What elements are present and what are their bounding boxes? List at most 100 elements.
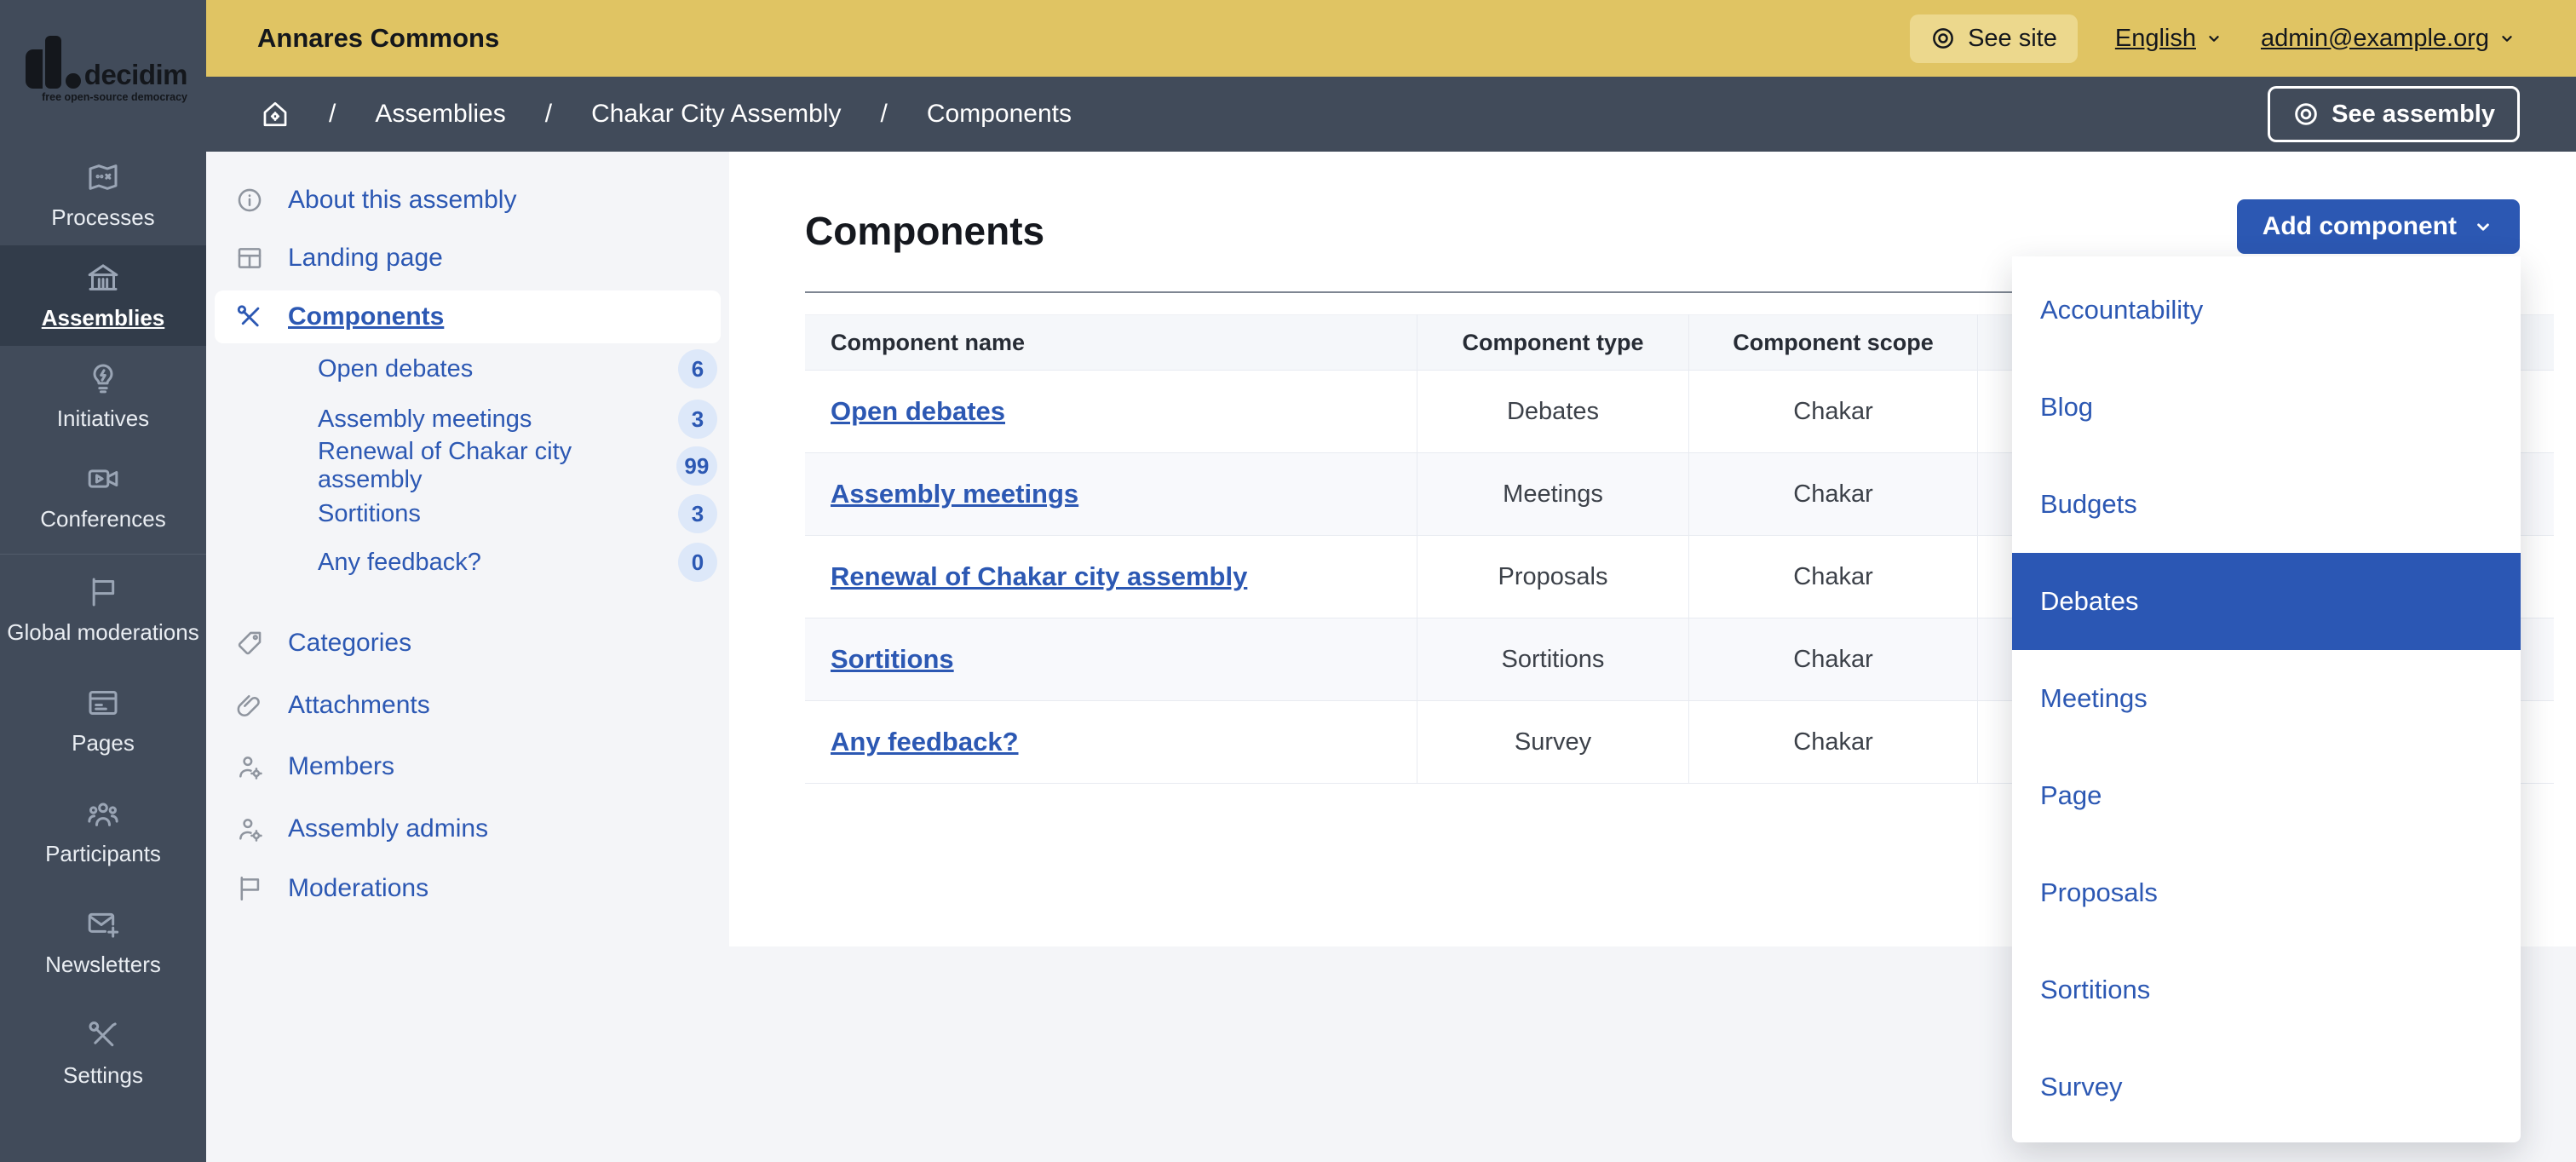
subnav-component-sortitions[interactable]: Sortitions 3: [318, 490, 717, 538]
sidebar-item-global-moderations[interactable]: Global moderations: [0, 555, 206, 665]
component-link-renewal[interactable]: Renewal of Chakar city assembly: [831, 561, 1248, 591]
sidebar-item-newsletters[interactable]: Newsletters: [0, 887, 206, 998]
component-type: Meetings: [1417, 452, 1689, 536]
tag-icon: [238, 631, 262, 655]
user-gear-icon: [239, 819, 262, 842]
topbar-actions: See site English admin@example.org: [1910, 14, 2516, 63]
user-email: admin@example.org: [2260, 24, 2489, 52]
component-type: Proposals: [1417, 535, 1689, 618]
component-link-label: Assembly meetings: [318, 405, 532, 433]
dropdown-item-survey[interactable]: Survey: [2040, 1072, 2123, 1102]
subnav-label: About this assembly: [288, 186, 517, 214]
main-content: Components Add component Component name …: [729, 152, 2576, 1142]
see-site-button[interactable]: See site: [1910, 14, 2078, 63]
dropdown-item-accountability[interactable]: Accountability: [2040, 295, 2204, 325]
subnav-landing-page[interactable]: Landing page: [206, 233, 729, 284]
sidebar-item-label: Initiatives: [56, 405, 150, 431]
language-label: English: [2114, 24, 2196, 52]
window-icon: [89, 690, 118, 715]
sidebar-item-participants[interactable]: Participants: [0, 776, 206, 887]
page-title: Components: [805, 209, 1045, 253]
column-component-name: Component name: [805, 314, 1417, 371]
subnav-attachments[interactable]: Attachments: [206, 680, 729, 731]
subnav-categories[interactable]: Categories: [206, 618, 729, 669]
dropdown-item-sortitions[interactable]: Sortitions: [2040, 975, 2151, 1004]
component-scope: Chakar: [1688, 535, 1978, 618]
lightbulb-icon: [93, 364, 113, 393]
component-link-sortitions[interactable]: Sortitions: [831, 644, 954, 674]
subnav-components-active[interactable]: Components: [215, 290, 721, 343]
dropdown-item-blog[interactable]: Blog: [2040, 392, 2094, 422]
add-component-dropdown: Accountability Blog Budgets Debates Meet…: [2012, 256, 2521, 1142]
subnav-members[interactable]: Members: [206, 741, 729, 792]
main-sidebar: decidim free open-source democracy Proce…: [0, 0, 206, 1162]
eye-icon: [1933, 28, 1953, 49]
paperclip-icon: [237, 694, 260, 716]
see-assembly-button[interactable]: See assembly: [2268, 86, 2520, 142]
sidebar-item-settings[interactable]: Settings: [0, 998, 206, 1108]
team-icon: [88, 802, 118, 826]
sidebar-item-label: Assemblies: [41, 304, 165, 331]
subnav-component-any-feedback[interactable]: Any feedback? 0: [318, 538, 717, 586]
sidebar-item-assemblies[interactable]: Assemblies: [0, 245, 206, 346]
breadcrumb-components[interactable]: Components: [926, 100, 1072, 128]
layout-grid-icon: [238, 248, 262, 268]
dropdown-item-page[interactable]: Page: [2040, 780, 2102, 810]
language-selector[interactable]: English: [2115, 25, 2223, 53]
sidebar-item-conferences[interactable]: Conferences: [0, 446, 206, 547]
subnav-moderations[interactable]: Moderations: [206, 863, 729, 914]
component-link-any-feedback[interactable]: Any feedback?: [831, 727, 1019, 756]
subnav-component-renewal[interactable]: Renewal of Chakar city assembly 99: [318, 438, 717, 493]
dropdown-item-budgets[interactable]: Budgets: [2040, 489, 2137, 519]
sidebar-item-label: Settings: [63, 1061, 143, 1088]
sidebar-item-initiatives[interactable]: Initiatives: [0, 346, 206, 446]
dropdown-item-debates[interactable]: Debates: [2012, 553, 2521, 650]
heading-divider: [805, 291, 2520, 293]
component-link-open-debates[interactable]: Open debates: [831, 396, 1005, 426]
subnav-label: Members: [288, 752, 395, 780]
component-link-assembly-meetings[interactable]: Assembly meetings: [831, 479, 1079, 509]
breadcrumb-chakar-city-assembly[interactable]: Chakar City Assembly: [591, 100, 842, 128]
subnav-label: Assembly admins: [288, 814, 489, 843]
breadcrumb-separator: /: [329, 100, 336, 128]
sidebar-item-processes[interactable]: Processes: [0, 145, 206, 245]
count-badge: 6: [678, 349, 717, 388]
component-link-label: Sortitions: [318, 499, 421, 527]
decidim-logo[interactable]: decidim free open-source democracy: [26, 36, 187, 103]
home-icon[interactable]: [261, 100, 290, 129]
brand-tagline: free open-source democracy: [42, 91, 187, 103]
subnav-label: Components: [288, 302, 445, 331]
workspace: About this assembly Landing page Compone…: [206, 152, 2576, 1162]
component-type: Survey: [1417, 700, 1689, 784]
sidebar-item-label: Participants: [45, 840, 161, 866]
component-link-label: Any feedback?: [318, 548, 481, 576]
topbar: Annares Commons See site English admin@e…: [206, 0, 2576, 77]
video-camera-icon: [88, 469, 118, 488]
count-badge: 0: [678, 543, 717, 582]
count-badge: 3: [678, 400, 717, 439]
subnav-label: Landing page: [288, 244, 443, 272]
breadcrumb-separator: /: [880, 100, 888, 128]
subnav-component-open-debates[interactable]: Open debates 6: [318, 345, 717, 393]
subnav-label: Categories: [288, 629, 412, 657]
dropdown-item-meetings[interactable]: Meetings: [2040, 683, 2148, 713]
decidim-logo-mark: decidim: [26, 36, 187, 89]
component-scope: Chakar: [1688, 700, 1978, 784]
breadcrumb-assemblies[interactable]: Assemblies: [375, 100, 506, 128]
see-assembly-label: See assembly: [2332, 100, 2495, 128]
tools-icon: [237, 305, 260, 327]
subnav-label: Moderations: [288, 874, 429, 902]
sidebar-divider: [0, 554, 206, 555]
component-scope: Chakar: [1688, 618, 1978, 701]
subnav-component-assembly-meetings[interactable]: Assembly meetings 3: [318, 395, 717, 443]
user-menu[interactable]: admin@example.org: [2261, 25, 2516, 53]
subnav-assembly-admins[interactable]: Assembly admins: [206, 803, 729, 854]
assembly-sidebar: About this assembly Landing page Compone…: [206, 152, 729, 946]
component-type: Debates: [1417, 370, 1689, 453]
bank-icon: [88, 263, 118, 290]
flag-icon: [240, 876, 260, 901]
sidebar-item-pages[interactable]: Pages: [0, 665, 206, 776]
add-component-button[interactable]: Add component: [2236, 199, 2520, 254]
subnav-about-assembly[interactable]: About this assembly: [206, 175, 729, 226]
dropdown-item-proposals[interactable]: Proposals: [2040, 877, 2158, 907]
